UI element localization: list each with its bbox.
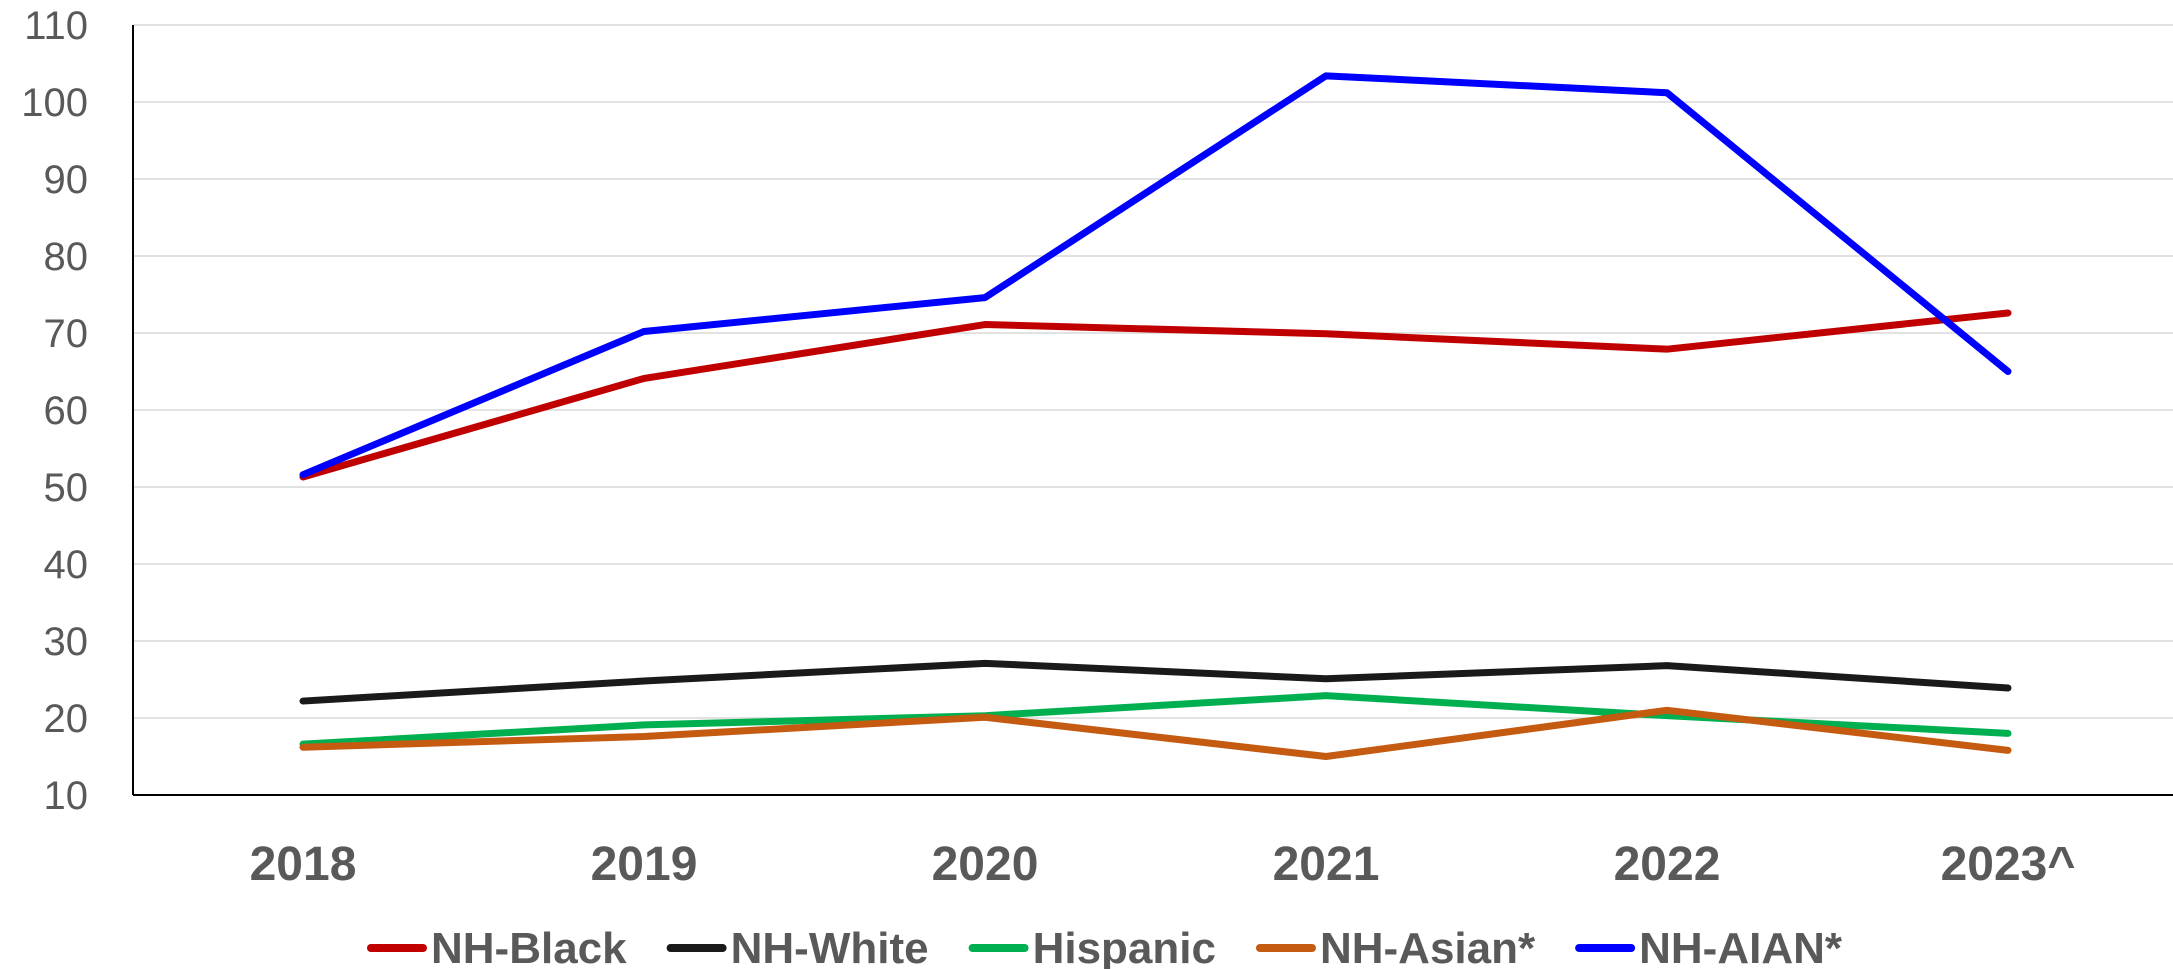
series-line-nh-aian xyxy=(299,72,2012,479)
x-tick-label: 2018 xyxy=(250,838,357,891)
y-tick-label: 100 xyxy=(21,81,88,125)
y-tick-label: 20 xyxy=(44,697,89,741)
y-tick-label: 80 xyxy=(44,235,89,279)
x-tick-label: 2021 xyxy=(1273,838,1380,891)
legend-label: NH-Asian* xyxy=(1320,924,1536,969)
y-axis-tick-labels: 10 20 30 40 50 60 70 80 90 100 110 xyxy=(21,4,88,818)
x-tick-label: 2019 xyxy=(591,838,698,891)
y-tick-label: 60 xyxy=(44,389,89,433)
legend-label: Hispanic xyxy=(1033,924,1216,969)
y-tick-label: 90 xyxy=(44,158,89,202)
y-tick-label: 10 xyxy=(44,774,89,818)
x-axis-tick-labels: 2018 2019 2020 2021 2022 2023^ xyxy=(250,838,2076,891)
axes xyxy=(132,25,2173,796)
series-line-nh-white xyxy=(299,659,2012,705)
x-tick-label: 2022 xyxy=(1614,838,1721,891)
y-tick-label: 50 xyxy=(44,466,89,510)
legend-label: NH-White xyxy=(731,924,929,969)
series-line-nh-asian xyxy=(299,706,2012,760)
legend: NH-Black NH-White Hispanic NH-Asian* NH-AIAN… xyxy=(366,924,1843,969)
y-tick-label: 30 xyxy=(44,620,89,664)
series-line-nh-black xyxy=(299,309,2012,481)
series-lines xyxy=(299,72,2012,760)
legend-label: NH-AIAN* xyxy=(1639,924,1843,969)
x-tick-label: 2023^ xyxy=(1941,838,2076,891)
x-tick-label: 2020 xyxy=(932,838,1039,891)
y-tick-label: 110 xyxy=(24,4,88,48)
y-tick-label: 70 xyxy=(44,312,89,356)
legend-label: NH-Black xyxy=(431,924,627,969)
y-tick-label: 40 xyxy=(44,543,89,587)
gridlines xyxy=(133,24,2173,719)
